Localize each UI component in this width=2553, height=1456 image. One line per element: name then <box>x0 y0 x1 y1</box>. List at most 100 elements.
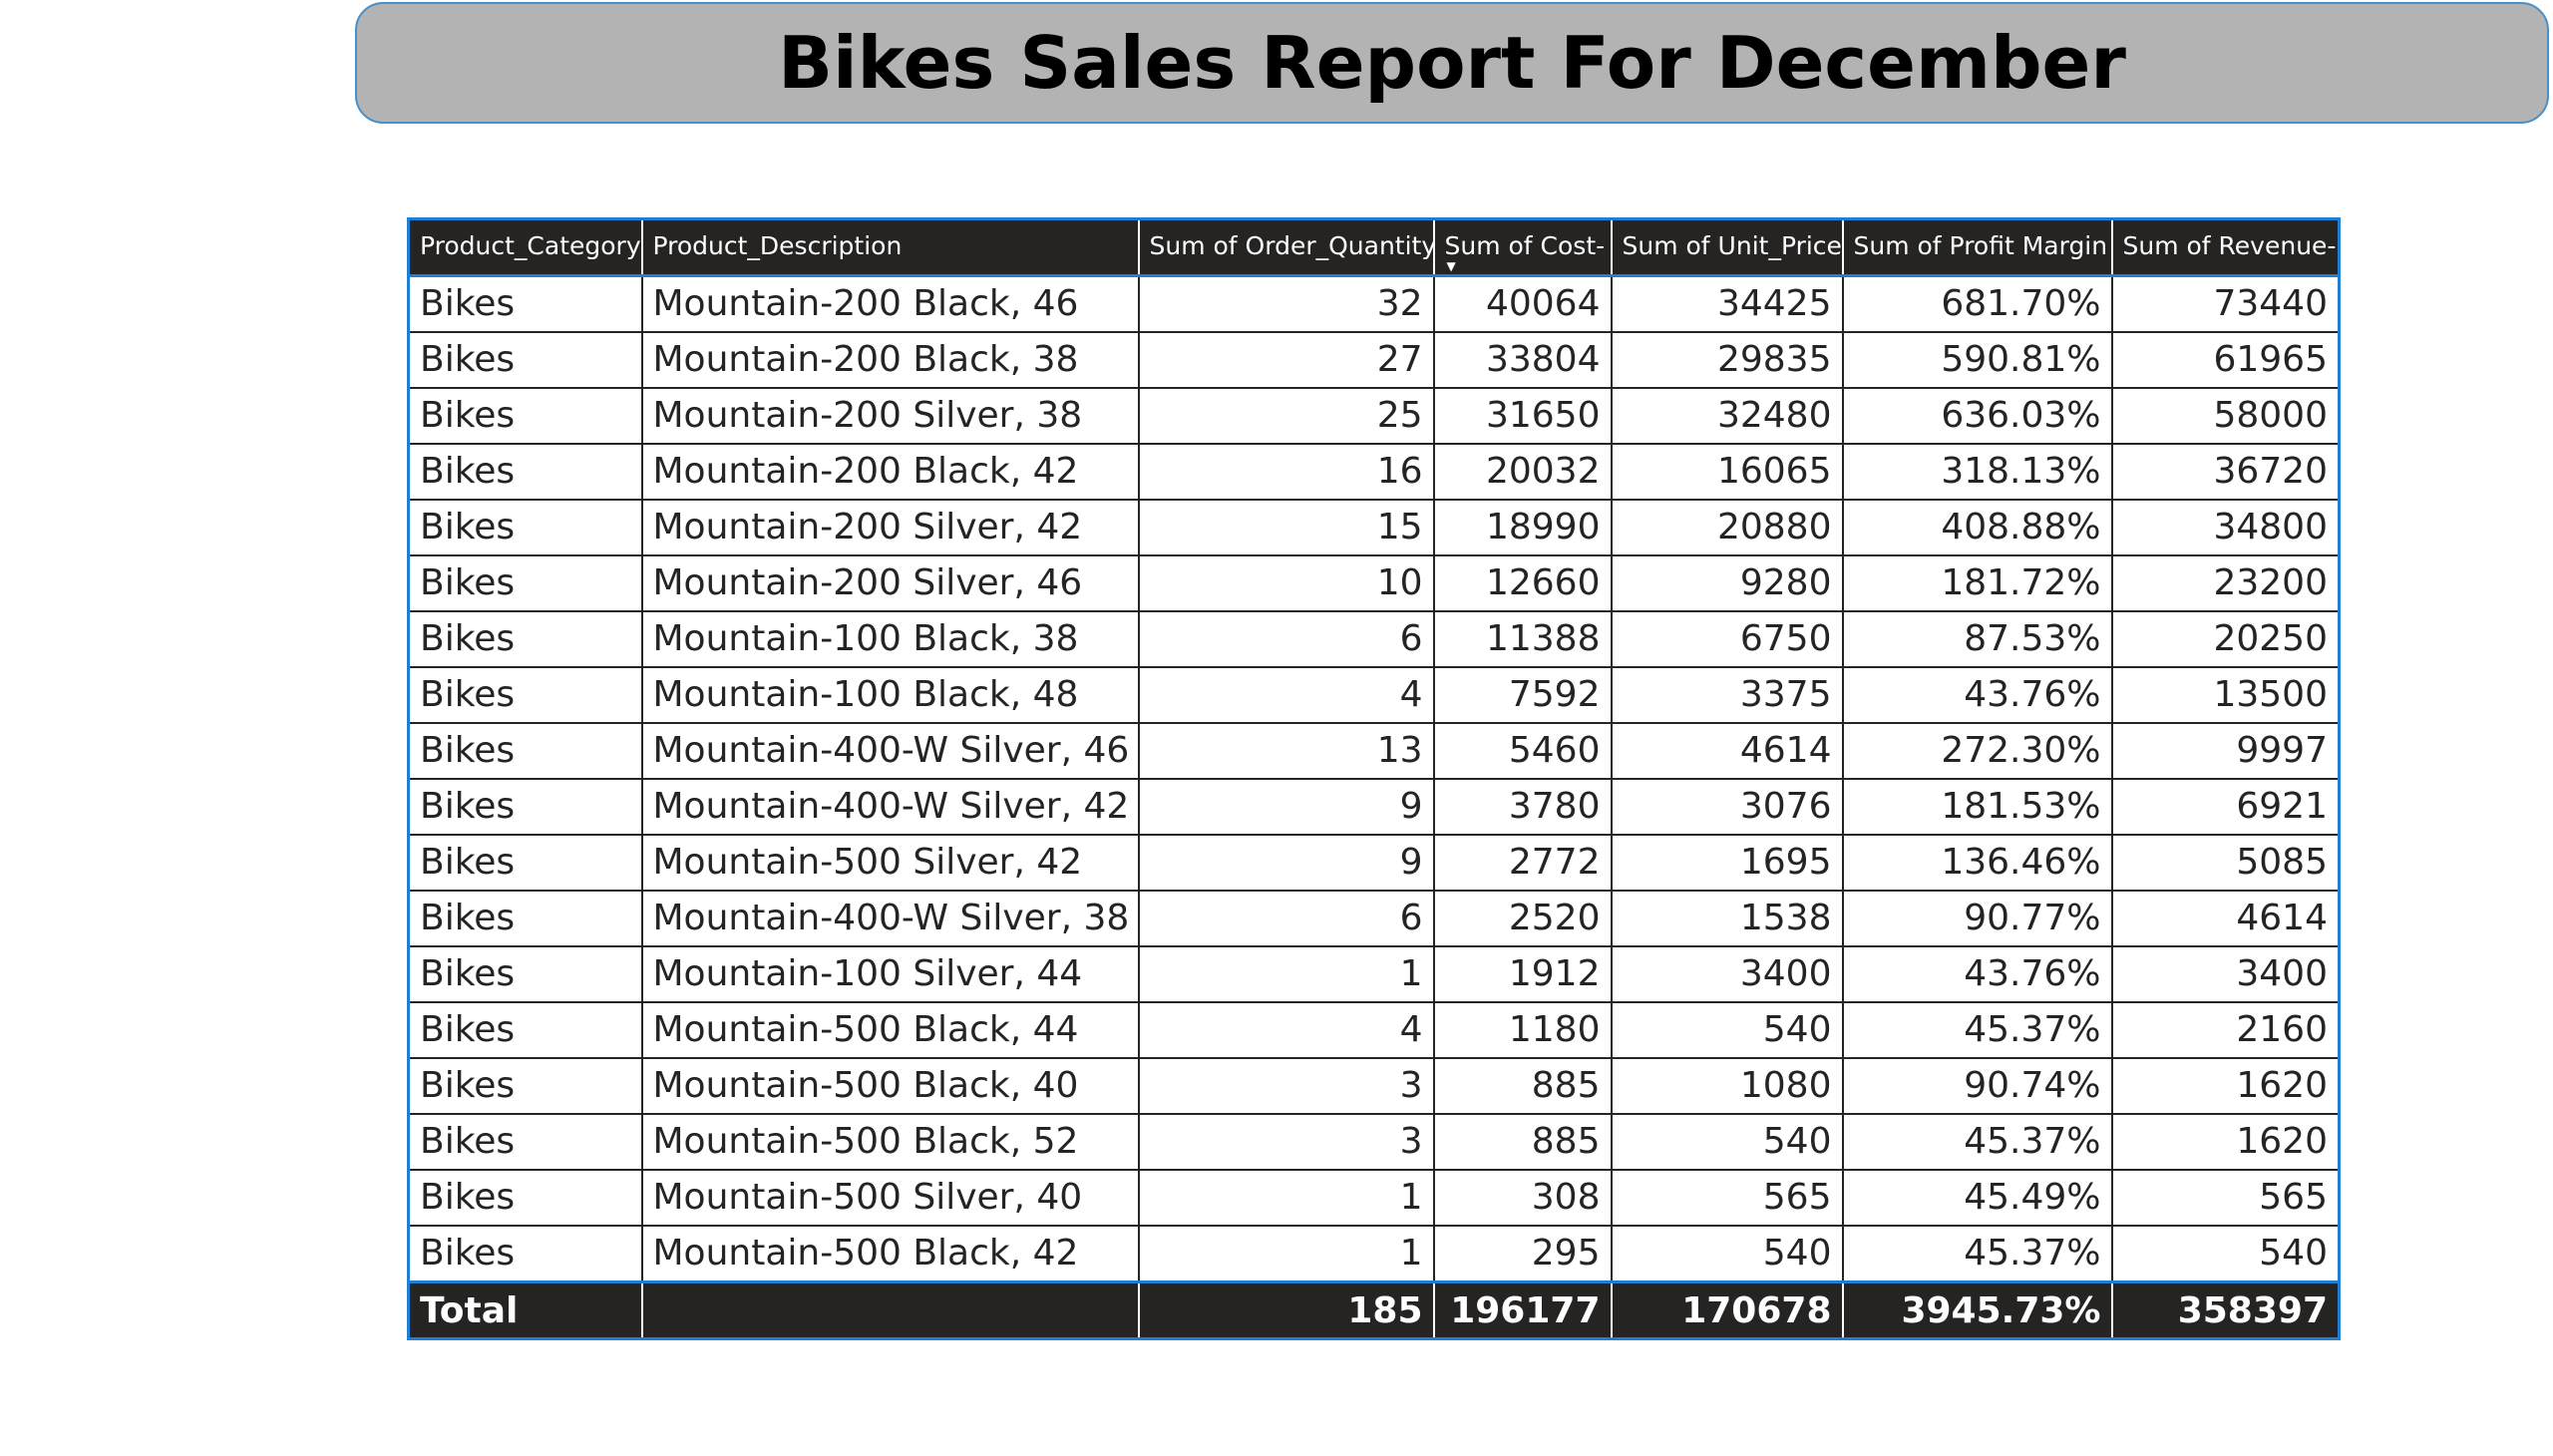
table-cell: Mountain-200 Silver, 46 <box>640 554 1140 612</box>
table-cell: 6750 <box>1610 610 1844 668</box>
table-cell: Bikes <box>407 1225 643 1283</box>
table-cell: Mountain-500 Black, 52 <box>640 1113 1140 1171</box>
table-cell: 540 <box>2110 1225 2341 1283</box>
table-cell: 15 <box>1137 499 1435 556</box>
table-cell: Bikes <box>407 443 643 501</box>
table-cell: 3375 <box>1610 666 1844 724</box>
table-row[interactable]: Bikes Mountain-100 Black, 38 6 11388 6750 87.… <box>407 610 2341 668</box>
table-cell: 681.70% <box>1841 274 2113 333</box>
table-cell: 1538 <box>1610 890 1844 947</box>
total-cell: 185 <box>1138 1280 1435 1339</box>
table-cell: Mountain-400-W Silver, 38 <box>640 890 1140 947</box>
column-header[interactable]: Sum of Unit_Price <box>1611 218 1844 277</box>
table-cell: 181.72% <box>1841 554 2113 612</box>
table-cell: 4614 <box>2110 890 2341 947</box>
table-cell: Mountain-200 Black, 46 <box>640 274 1140 333</box>
table-cell: 6 <box>1137 890 1435 947</box>
table-cell: 408.88% <box>1841 499 2113 556</box>
table-row[interactable]: Bikes Mountain-500 Black, 42 1 295 540 45.37%… <box>407 1225 2341 1283</box>
column-header-label: Sum of Unit_Price <box>1622 230 1842 260</box>
column-header[interactable]: Product_Description <box>641 218 1140 277</box>
table-cell: Mountain-100 Black, 38 <box>640 610 1140 668</box>
table-cell: 58000 <box>2110 387 2341 445</box>
table-cell: 12660 <box>1432 554 1613 612</box>
table-cell: 87.53% <box>1841 610 2113 668</box>
table-cell: Bikes <box>407 610 643 668</box>
table-row[interactable]: Bikes Mountain-200 Black, 42 16 20032 16065 3… <box>407 443 2341 501</box>
table-cell: 45.49% <box>1841 1169 2113 1227</box>
table-row[interactable]: Bikes Mountain-500 Black, 52 3 885 540 45.37%… <box>407 1113 2341 1171</box>
table-row[interactable]: Bikes Mountain-200 Black, 46 32 40064 34425 6… <box>407 274 2341 333</box>
report-title-banner: Bikes Sales Report For December <box>355 2 2549 124</box>
table-cell: Bikes <box>407 722 643 780</box>
column-header[interactable]: Sum of Profit Margin <box>1842 218 2113 277</box>
table-cell: Bikes <box>407 666 643 724</box>
table-cell: Bikes <box>407 331 643 389</box>
table-cell: 45.37% <box>1841 1001 2113 1059</box>
column-header-label: Sum of Revenue- <box>2122 230 2337 260</box>
table-cell: 4 <box>1137 1001 1435 1059</box>
column-header-label: Product_Category <box>420 230 641 260</box>
column-header[interactable]: Sum of Cost- ▼ <box>1433 218 1613 277</box>
table-cell: 3780 <box>1432 778 1613 836</box>
table-cell: Mountain-400-W Silver, 42 <box>640 778 1140 836</box>
table-cell: Bikes <box>407 945 643 1003</box>
table-cell: 9 <box>1137 834 1435 892</box>
table-cell: 1620 <box>2110 1057 2341 1115</box>
table-row[interactable]: Bikes Mountain-200 Silver, 38 25 31650 32480… <box>407 387 2341 445</box>
table-cell: 9997 <box>2110 722 2341 780</box>
table-cell: 40064 <box>1432 274 1613 333</box>
table-cell: Bikes <box>407 387 643 445</box>
table-cell: 7592 <box>1432 666 1613 724</box>
table-body: Bikes Mountain-200 Black, 46 32 40064 34425 6… <box>407 274 2341 1283</box>
table-cell: 565 <box>2110 1169 2341 1227</box>
table-cell: 34425 <box>1610 274 1844 333</box>
column-header[interactable]: Product_Category <box>408 218 643 277</box>
table-cell: Mountain-400-W Silver, 46 <box>640 722 1140 780</box>
table-cell: Mountain-200 Silver, 38 <box>640 387 1140 445</box>
table-row[interactable]: Bikes Mountain-500 Black, 44 4 1180 540 45.37… <box>407 1001 2341 1059</box>
table-cell: Mountain-100 Silver, 44 <box>640 945 1140 1003</box>
table-cell: 272.30% <box>1841 722 2113 780</box>
table-row[interactable]: Bikes Mountain-400-W Silver, 42 9 3780 3076 1… <box>407 778 2341 836</box>
table-cell: 16 <box>1137 443 1435 501</box>
sort-descending-icon[interactable]: ▼ <box>1446 259 1456 273</box>
table-row[interactable]: Bikes Mountain-500 Silver, 40 1 308 565 45.49… <box>407 1169 2341 1227</box>
table-cell: 1 <box>1137 945 1435 1003</box>
table-cell: 43.76% <box>1841 945 2113 1003</box>
table-cell: 3400 <box>1610 945 1844 1003</box>
table-row[interactable]: Bikes Mountain-500 Black, 40 3 885 1080 90.74… <box>407 1057 2341 1115</box>
table-cell: Bikes <box>407 890 643 947</box>
table-cell: 6921 <box>2110 778 2341 836</box>
table-cell: 5085 <box>2110 834 2341 892</box>
table-cell: Mountain-200 Black, 38 <box>640 331 1140 389</box>
table-row[interactable]: Bikes Mountain-200 Silver, 46 10 12660 9280 1… <box>407 554 2341 612</box>
table-row[interactable]: Bikes Mountain-100 Black, 48 4 7592 3375 43.7… <box>407 666 2341 724</box>
total-cell: 170678 <box>1611 1280 1844 1339</box>
table-cell: Mountain-200 Black, 42 <box>640 443 1140 501</box>
table-cell: 11388 <box>1432 610 1613 668</box>
table-row[interactable]: Bikes Mountain-200 Black, 38 27 33804 29835 5… <box>407 331 2341 389</box>
table-cell: 13500 <box>2110 666 2341 724</box>
table-cell: 1 <box>1137 1225 1435 1283</box>
table-row[interactable]: Bikes Mountain-200 Silver, 42 15 18990 20880… <box>407 499 2341 556</box>
table-row[interactable]: Bikes Mountain-400-W Silver, 38 6 2520 1538 9… <box>407 890 2341 947</box>
table-cell: 1695 <box>1610 834 1844 892</box>
column-header-label: Sum of Cost- <box>1444 230 1606 260</box>
table-cell: 1180 <box>1432 1001 1613 1059</box>
table-cell: Bikes <box>407 778 643 836</box>
table-cell: 295 <box>1432 1225 1613 1283</box>
table-cell: 2160 <box>2110 1001 2341 1059</box>
table-cell: Mountain-500 Black, 40 <box>640 1057 1140 1115</box>
table-cell: 32 <box>1137 274 1435 333</box>
column-header[interactable]: Sum of Order_Quantity <box>1138 218 1435 277</box>
column-header[interactable]: Sum of Revenue- <box>2111 218 2340 277</box>
table-cell: 73440 <box>2110 274 2341 333</box>
table-row[interactable]: Bikes Mountain-100 Silver, 44 1 1912 3400 43.… <box>407 945 2341 1003</box>
table-cell: 45.37% <box>1841 1225 2113 1283</box>
report-title: Bikes Sales Report For December <box>778 21 2126 105</box>
table-row[interactable]: Bikes Mountain-500 Silver, 42 9 2772 1695 136… <box>407 834 2341 892</box>
table-row[interactable]: Bikes Mountain-400-W Silver, 46 13 5460 4614… <box>407 722 2341 780</box>
table-cell: 36720 <box>2110 443 2341 501</box>
table-cell: 885 <box>1432 1057 1613 1115</box>
